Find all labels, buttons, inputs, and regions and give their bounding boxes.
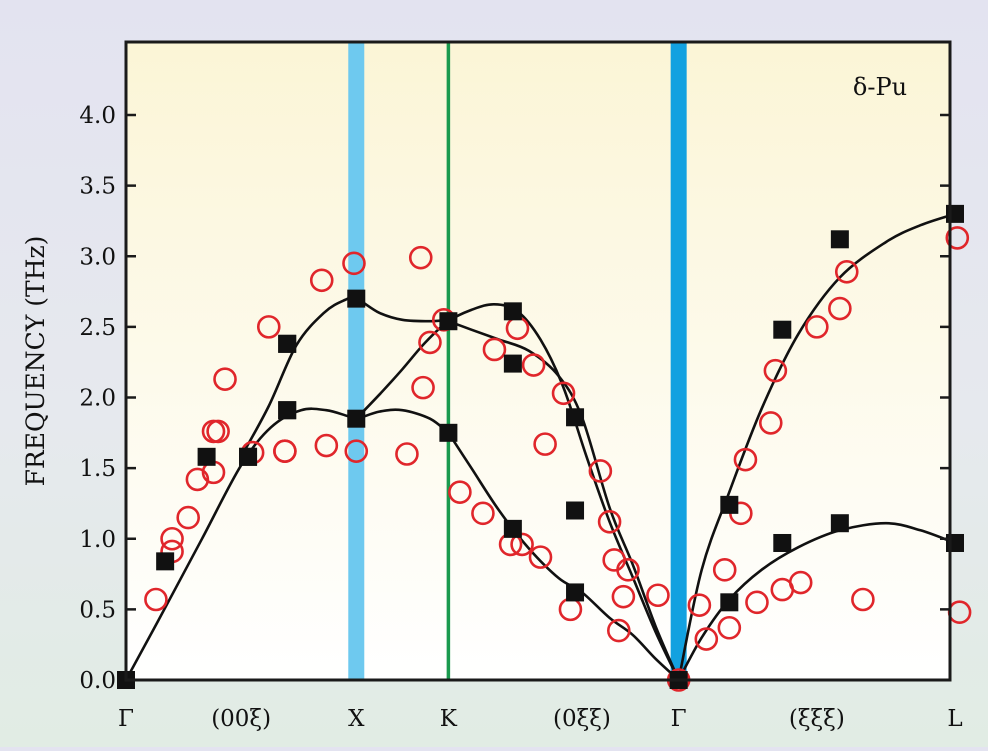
experiment-point bbox=[533, 432, 557, 456]
x-direction-label-2: (ξξξ) bbox=[789, 706, 845, 732]
theory-point bbox=[278, 334, 297, 353]
experiment-point bbox=[521, 353, 546, 377]
experiment-point bbox=[344, 439, 369, 463]
experiment-point bbox=[851, 587, 875, 612]
theory-point bbox=[439, 423, 458, 442]
theory-point bbox=[773, 320, 792, 339]
y-tick-label-1: 0.5 bbox=[79, 597, 116, 623]
experiment-point bbox=[588, 459, 613, 483]
vertical-marker-0 bbox=[348, 42, 365, 680]
theory-curve-5 bbox=[677, 214, 950, 680]
theory-point bbox=[503, 302, 522, 321]
experiment-point bbox=[745, 590, 769, 615]
experiment-point bbox=[342, 251, 366, 276]
experiment-point bbox=[256, 315, 281, 339]
experiment-point bbox=[482, 337, 507, 362]
theory-curve-6 bbox=[677, 521, 950, 680]
experiment-point bbox=[528, 545, 553, 569]
x-point-label-3: Γ bbox=[671, 706, 687, 732]
y-tick-label-2: 1.0 bbox=[79, 527, 116, 553]
experiment-point bbox=[160, 526, 184, 551]
experiment-point bbox=[828, 296, 852, 321]
experiment-point bbox=[758, 411, 783, 435]
plot-frame bbox=[124, 40, 952, 682]
experiment-point bbox=[597, 509, 622, 534]
theory-point bbox=[830, 230, 849, 249]
experiment-point bbox=[418, 330, 442, 355]
y-tick-label-4: 2.0 bbox=[79, 386, 116, 412]
experiment-point bbox=[213, 367, 237, 391]
theory-point bbox=[347, 409, 366, 428]
x-direction-label-1: (0ξξ) bbox=[553, 706, 611, 732]
experiment-point bbox=[733, 447, 758, 472]
theory-curve-3 bbox=[447, 319, 680, 680]
theory-point bbox=[566, 501, 585, 520]
theory-point bbox=[156, 552, 175, 571]
experiment-point bbox=[471, 501, 495, 526]
x-point-label-2: K bbox=[440, 706, 458, 732]
theory-point bbox=[278, 401, 297, 420]
vertical-marker-1 bbox=[446, 42, 451, 680]
experiment-point bbox=[408, 245, 433, 270]
experiment-point bbox=[551, 381, 576, 406]
theory-curve-0 bbox=[126, 407, 450, 680]
experiment-point bbox=[947, 600, 972, 625]
y-tick-label-0: 0.0 bbox=[79, 668, 116, 694]
experiment-point bbox=[606, 618, 631, 643]
y-tick-label-8: 4.0 bbox=[79, 103, 116, 129]
experiment-point bbox=[185, 467, 210, 492]
theory-point bbox=[239, 447, 258, 466]
theory-point bbox=[566, 583, 585, 602]
theory-point bbox=[830, 514, 849, 533]
annotation-delta-pu: δ-Pu bbox=[853, 73, 907, 101]
experiment-point bbox=[176, 505, 200, 530]
experiment-point bbox=[510, 532, 534, 557]
experiment-point bbox=[805, 315, 829, 339]
experiment-point bbox=[646, 583, 670, 608]
experiment-point bbox=[616, 558, 640, 582]
theory-point bbox=[347, 289, 366, 308]
theory-point bbox=[503, 519, 522, 538]
experiment-point bbox=[611, 584, 636, 609]
vertical-marker-2 bbox=[670, 42, 687, 680]
theory-point bbox=[720, 593, 739, 612]
theory-point bbox=[566, 408, 585, 427]
experiment-point bbox=[309, 268, 334, 293]
experiment-point bbox=[763, 358, 788, 383]
experiment-point bbox=[687, 593, 712, 617]
y-axis-label: FREQUENCY (THz) bbox=[21, 236, 50, 487]
experiment-point bbox=[273, 439, 297, 463]
experiment-point bbox=[144, 587, 168, 612]
experiment-point bbox=[945, 226, 970, 250]
y-tick-label-6: 3.0 bbox=[79, 244, 116, 270]
experiment-point bbox=[788, 570, 813, 595]
experiment-point bbox=[395, 442, 419, 466]
theory-point bbox=[773, 533, 792, 552]
x-point-label-4: L bbox=[947, 706, 962, 732]
plot-area bbox=[126, 42, 950, 680]
experiment-point bbox=[834, 259, 859, 284]
experiment-point bbox=[717, 615, 742, 640]
x-direction-label-0: (00ξ) bbox=[211, 706, 271, 732]
y-tick-label-7: 3.5 bbox=[79, 174, 116, 200]
x-point-label-0: Γ bbox=[118, 706, 134, 732]
y-tick-label-3: 1.5 bbox=[79, 456, 116, 482]
experiment-point bbox=[694, 627, 719, 651]
experiment-point bbox=[314, 433, 339, 458]
x-point-label-1: X bbox=[348, 706, 365, 732]
experiment-point bbox=[411, 375, 435, 400]
theory-point bbox=[197, 447, 216, 466]
theory-point bbox=[503, 354, 522, 373]
theory-point bbox=[720, 495, 739, 514]
y-tick-label-5: 2.5 bbox=[79, 315, 116, 341]
experiment-point bbox=[206, 419, 230, 444]
theory-point bbox=[439, 312, 458, 331]
experiment-point bbox=[448, 480, 472, 504]
experiment-point bbox=[712, 558, 737, 582]
